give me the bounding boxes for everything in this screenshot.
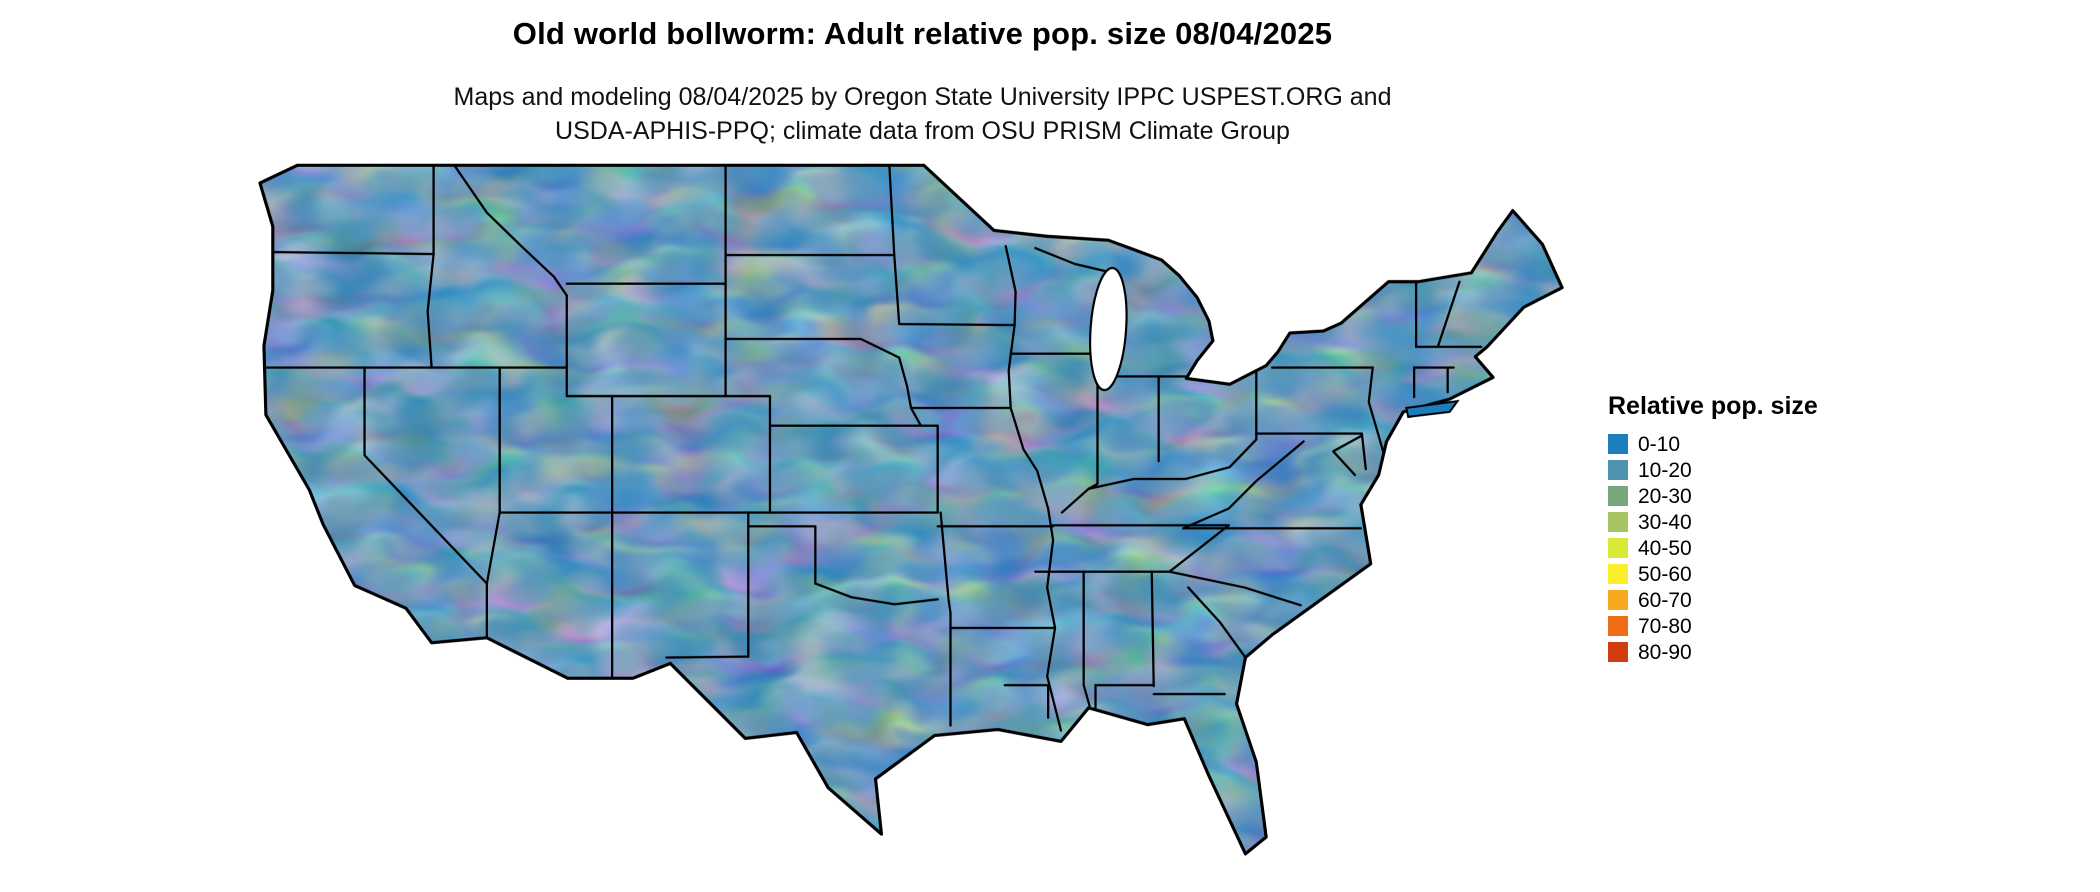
legend-entry: 40-50 bbox=[1608, 535, 1818, 561]
legend-entry-label: 50-60 bbox=[1638, 562, 1692, 586]
legend-entries: 0-10 10-20 20-30 30-40 40-50 50-60 60-70 70-80 8… bbox=[1608, 431, 1818, 665]
legend-entry-label: 60-70 bbox=[1638, 588, 1692, 612]
legend-entry: 70-80 bbox=[1608, 613, 1818, 639]
legend-swatch bbox=[1608, 460, 1628, 480]
legend-entry-label: 30-40 bbox=[1638, 510, 1692, 534]
population-density-raster bbox=[292, 205, 1452, 815]
legend-swatch bbox=[1608, 486, 1628, 506]
legend-swatch bbox=[1608, 538, 1628, 558]
page-title: Old world bollworm: Adult relative pop. … bbox=[512, 16, 1333, 51]
legend-entry-label: 70-80 bbox=[1638, 614, 1692, 638]
legend-entry: 80-90 bbox=[1608, 639, 1818, 665]
legend-entry: 0-10 bbox=[1608, 431, 1818, 457]
us-population-map bbox=[258, 163, 1564, 856]
long-island bbox=[1405, 399, 1460, 418]
map-legend: Relative pop. size 0-10 10-20 20-30 30-40 40… bbox=[1608, 392, 1818, 665]
map-subtitle: Maps and modeling 08/04/2025 by Oregon S… bbox=[0, 80, 1845, 148]
lake-michigan bbox=[1089, 266, 1128, 392]
legend-entry-label: 0-10 bbox=[1638, 432, 1681, 456]
legend-entry-label: 20-30 bbox=[1638, 484, 1692, 508]
legend-entry: 10-20 bbox=[1608, 457, 1818, 483]
legend-entry-label: 10-20 bbox=[1638, 458, 1692, 482]
legend-entry: 20-30 bbox=[1608, 483, 1818, 509]
legend-swatch bbox=[1608, 616, 1628, 636]
subtitle-line-2: USDA-APHIS-PPQ; climate data from OSU PR… bbox=[555, 117, 1290, 145]
legend-entry-label: 80-90 bbox=[1638, 640, 1692, 664]
legend-swatch bbox=[1608, 512, 1628, 532]
legend-entry: 30-40 bbox=[1608, 509, 1818, 535]
legend-swatch bbox=[1608, 434, 1628, 454]
state-borders bbox=[262, 165, 1483, 732]
legend-entry: 50-60 bbox=[1608, 561, 1818, 587]
legend-entry-label: 40-50 bbox=[1638, 536, 1692, 560]
subtitle-line-1: Maps and modeling 08/04/2025 by Oregon S… bbox=[453, 83, 1392, 111]
central-valley-low-core bbox=[360, 483, 395, 593]
legend-swatch bbox=[1608, 564, 1628, 584]
legend-title: Relative pop. size bbox=[1608, 392, 1818, 420]
great-lakes bbox=[1089, 266, 1128, 392]
legend-swatch bbox=[1608, 590, 1628, 610]
legend-entry: 60-70 bbox=[1608, 587, 1818, 613]
legend-swatch bbox=[1608, 642, 1628, 662]
